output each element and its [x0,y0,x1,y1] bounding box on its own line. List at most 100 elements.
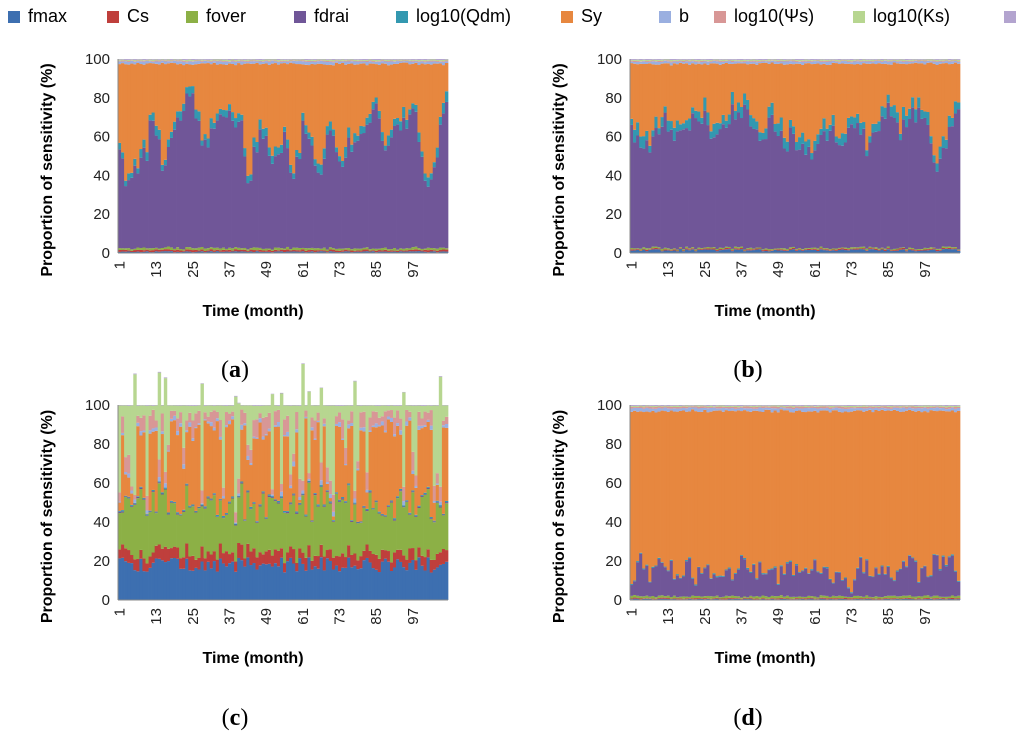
bar-segment-b [770,408,774,413]
bar-segment-log10qdm [411,490,415,492]
bar-segment-other [283,59,287,60]
bar-segment-log10qdm [264,127,269,136]
bar-segment-b [304,61,308,65]
bar-segment-b [246,455,250,460]
bar-segment-fmax [868,598,872,600]
bar-segment-cs [715,250,719,252]
bar-segment-sy [911,410,915,558]
bar-segment-log10ks [843,59,848,61]
bar-segment-log10ks [831,59,836,61]
bar-segment-fmax [856,598,860,600]
bar-segment-fmax [813,249,817,253]
bar-segment-sy [929,62,933,137]
x-tick-label: 85 [880,261,897,278]
bar-segment-fover [843,596,848,599]
bar-segment-sy [243,63,247,149]
bar-segment-log10ks [880,60,884,61]
bar-segment-log10ks [840,59,845,61]
panel-label-c: (c) [195,705,275,732]
bar-segment-sy [411,63,415,104]
bar-segment-b [892,407,897,410]
bar-segment-cs [261,554,266,564]
bar-segment-cs [871,248,875,250]
bar-segment-fmax [929,598,933,600]
bar-segment-fover [654,246,658,248]
bar-segment-other [886,59,891,60]
bar-segment-fmax [276,566,281,600]
bar-segment-other [142,59,146,61]
bar-segment-fover [221,518,226,554]
bar-segment-fdrai [953,571,958,597]
bar-segment-log10s [837,406,842,409]
bar-segment-other [908,59,912,60]
bar-segment-log10qdm [801,570,805,572]
bar-segment-b [402,501,406,506]
bar-segment-cs [782,598,787,599]
bar-segment-fover [770,595,774,599]
bar-segment-fdrai [444,101,449,249]
bar-segment-cs [328,549,333,561]
bar-segment-other [185,59,189,60]
bar-segment-fover [663,596,668,598]
bar-segment-sy [350,63,354,145]
bar-segment-b [657,61,661,65]
bar-segment-cs [136,249,140,252]
x-tick-label: 1 [624,261,641,269]
bar-segment-log10ks [678,406,683,408]
bar-segment-fmax [746,250,750,253]
bar-segment-fdrai [678,578,683,597]
legend-item-b: b [659,6,689,28]
bar-segment-log10ks [895,405,900,407]
bar-segment-b [825,407,829,411]
bar-segment-other [426,59,431,60]
bar-segment-log10ks [377,60,382,62]
bar-segment-fover [791,596,796,599]
bar-segment-log10ks [862,405,866,407]
bar-segment-b [813,408,817,411]
bar-segment-fover [166,514,171,549]
bar-segment-fmax [301,563,305,600]
bar-segment-log10s [228,61,232,62]
bar-segment-fmax [276,251,281,253]
bar-segment-sy [700,411,704,574]
bar-segment-b [423,62,427,65]
bar-segment-other [883,59,888,60]
bar-segment-fover [926,595,930,599]
bar-segment-sy [630,63,634,119]
bar-segment-fmax [414,251,418,253]
bar-segment-fdrai [405,501,409,502]
bar-segment-log10qdm [788,560,793,562]
bar-segment-b [923,407,927,412]
bar-segment-log10ks [368,59,372,61]
bar-segment-log10s [441,61,446,63]
bar-segment-log10ks [834,59,839,62]
bar-segment-sy [145,63,149,153]
bar-segment-b [773,408,778,411]
bar-segment-fmax [795,250,799,253]
bar-segment-other [947,59,952,61]
bar-segment-other [736,59,741,60]
bar-segment-log10s [746,406,750,409]
bar-segment-log10qdm [770,102,774,115]
bar-segment-fdrai [767,117,771,249]
bar-segment-fover [173,503,177,547]
bar-segment-log10ks [304,59,308,61]
bar-segment-fover [249,509,253,552]
bar-segment-fmax [255,569,259,600]
bar-segment-log10ks [828,59,833,61]
bar-segment-log10qdm [819,128,823,135]
bar-segment-fover [807,248,811,249]
bar-segment-fdrai [136,496,140,499]
bar-segment-fdrai [163,165,168,248]
bar-segment-fdrai [920,568,924,597]
bar-segment-b [733,408,738,412]
bar-segment-log10ks [338,59,342,62]
bar-segment-fover [767,248,771,251]
bar-segment-log10ks [944,59,949,61]
bar-segment-fmax [258,565,262,600]
bar-segment-sy [932,63,936,156]
bar-segment-fover [313,248,317,251]
bar-segment-log10ks [920,405,924,407]
bar-segment-log10s [639,406,643,408]
